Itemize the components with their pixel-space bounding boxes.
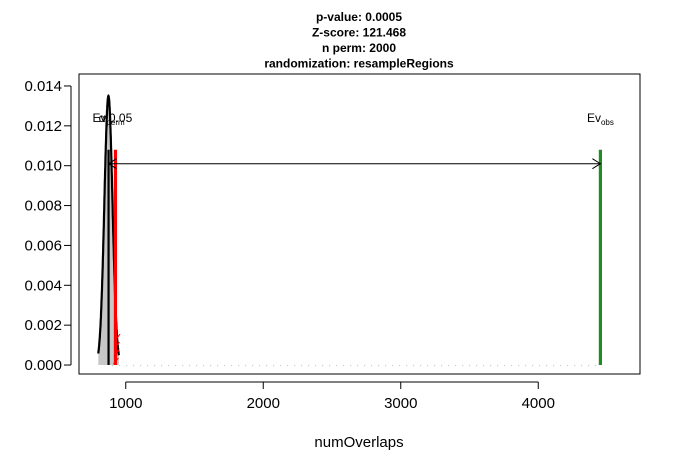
y-tick-label: 0.004: [24, 277, 62, 294]
x-tick-label: 3000: [384, 395, 417, 412]
title-line-3: n perm: 2000: [322, 41, 396, 55]
title-line-2: Z-score: 121.468: [312, 26, 406, 40]
y-tick-label: 0.008: [24, 198, 62, 215]
distance-arrowhead-right: [592, 158, 602, 170]
x-tick-label: 1000: [109, 395, 142, 412]
alpha-tail-mark: [113, 349, 120, 357]
y-tick-label: 0.000: [24, 357, 62, 374]
distance-arrowhead-left: [107, 158, 117, 170]
y-tick-label: 0.014: [24, 78, 62, 95]
alpha-tail-mark: [113, 357, 119, 365]
title-line-4: randomization: resampleRegions: [264, 57, 454, 71]
y-tick-label: 0.006: [24, 237, 62, 254]
x-axis-label: numOverlaps: [314, 434, 403, 451]
y-axis: 0.000 0.002 0.004 0.006 0.008 0.010 0.012 0.014: [24, 78, 72, 374]
y-tick-label: 0.012: [24, 118, 62, 135]
x-axis: 1000 2000 3000 4000: [109, 381, 555, 412]
ev-obs-label: Evobs: [587, 111, 614, 127]
alpha-tail-mark: [114, 333, 121, 341]
x-tick-label: 2000: [247, 395, 280, 412]
alpha-tail-mark: [114, 341, 120, 349]
title-line-1: p-value: 0.0005: [316, 10, 402, 24]
ev-perm-label: Evperm: [92, 111, 125, 127]
alpha-label: α 0.05: [99, 111, 133, 125]
plot-area-border: [78, 73, 641, 375]
x-tick-label: 4000: [522, 395, 555, 412]
y-tick-label: 0.010: [24, 158, 62, 175]
y-tick-label: 0.002: [24, 317, 62, 334]
chart-series: [97, 94, 603, 367]
